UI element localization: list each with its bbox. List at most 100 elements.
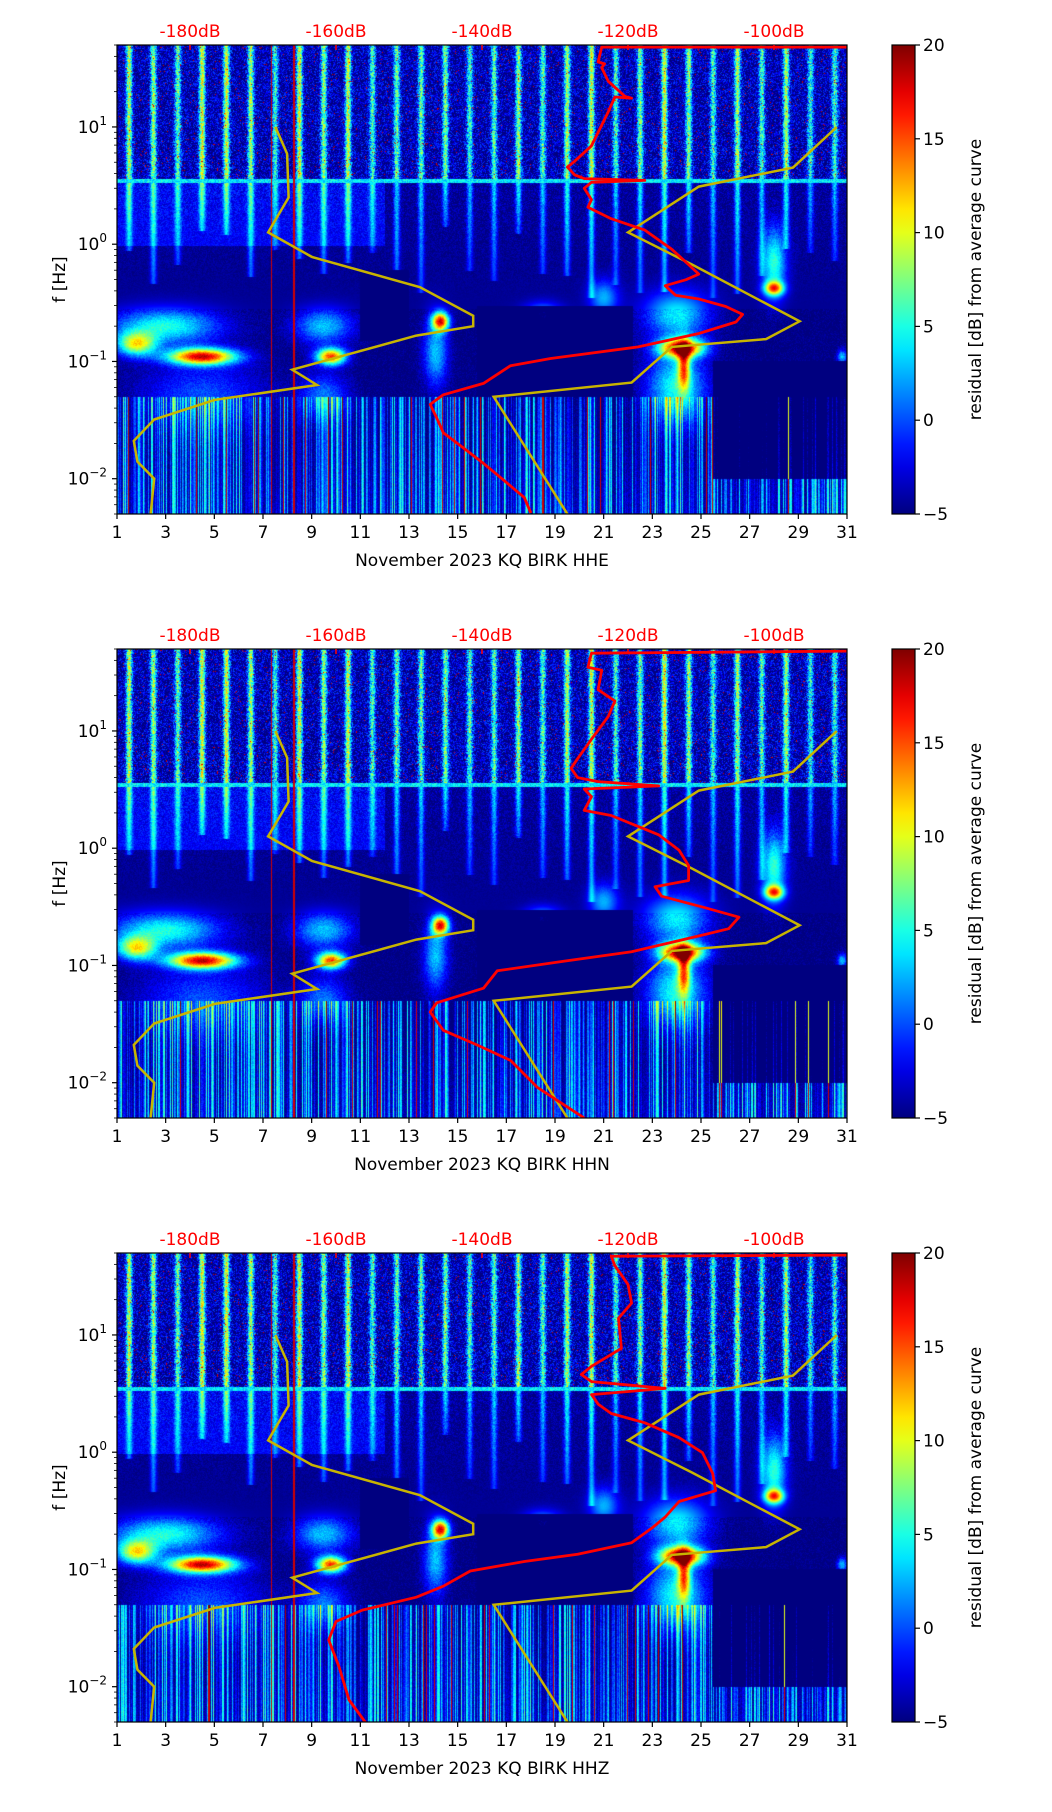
colorbar-tick-label: 20 <box>923 1244 945 1264</box>
colorbar <box>891 648 916 1119</box>
colorbar-tick-label: 10 <box>923 1432 945 1452</box>
top-db-label: -120dB <box>597 22 658 42</box>
y-tick-exponent: −2 <box>89 1674 107 1688</box>
x-tick-label: 29 <box>788 1731 810 1751</box>
noise-model-low-line <box>132 730 475 1118</box>
colorbar-tick-label: 5 <box>923 921 934 941</box>
y-tick-label: 10−1 <box>68 348 107 372</box>
x-tick-label: 29 <box>788 523 810 543</box>
x-tick-label: 19 <box>544 1731 566 1751</box>
x-tick-label: 13 <box>398 1731 420 1751</box>
y-tick-base: 10 <box>68 470 90 490</box>
x-tick-label: 17 <box>496 523 518 543</box>
y-tick-exponent: −2 <box>89 466 107 480</box>
y-tick-exponent: −1 <box>89 1556 107 1570</box>
y-tick-label: 10−2 <box>68 1674 107 1698</box>
y-tick-label: 101 <box>78 1322 107 1346</box>
x-tick-label: 9 <box>306 1127 317 1147</box>
colorbar-tick-label: 0 <box>923 1619 934 1639</box>
y-tick-base: 10 <box>68 1560 90 1580</box>
colorbar-label: residual [dB] from average curve <box>966 743 986 1024</box>
top-db-label: -160dB <box>305 626 366 646</box>
x-tick-label: 21 <box>593 523 615 543</box>
y-tick-base: 10 <box>68 352 90 372</box>
colorbar-tick-label: 0 <box>923 1015 934 1035</box>
top-db-label: -140dB <box>451 626 512 646</box>
y-tick-label: 10−2 <box>68 1070 107 1094</box>
top-db-label: -140dB <box>451 1230 512 1250</box>
x-tick-label: 9 <box>306 523 317 543</box>
colorbar-tick-label: −5 <box>923 1109 948 1129</box>
y-tick-label: 100 <box>78 231 107 255</box>
spectrogram-panel-2: 1 3 5 7 9 11 13 15 17 19 21 23 25 27 29 31 November 2023… <box>0 604 1052 1208</box>
colorbar-tick-label: −5 <box>923 1713 948 1733</box>
y-tick-exponent: 0 <box>99 1439 107 1453</box>
psd-curve-line <box>327 1253 847 1722</box>
top-db-label: -100dB <box>743 22 804 42</box>
x-tick-label: 7 <box>258 1731 269 1751</box>
top-db-label: -100dB <box>743 1230 804 1250</box>
top-db-label: -100dB <box>743 626 804 646</box>
x-tick-label: 19 <box>544 1127 566 1147</box>
x-tick-label: 23 <box>642 523 664 543</box>
spectrogram-heatmap <box>117 1253 847 1722</box>
x-tick-label: 5 <box>209 1127 220 1147</box>
y-tick-base: 10 <box>78 722 100 742</box>
x-tick-label: 1 <box>112 1127 123 1147</box>
x-tick-label: 27 <box>739 1731 761 1751</box>
x-tick-label: 3 <box>160 1731 171 1751</box>
colorbar <box>891 1252 916 1723</box>
colorbar-tick-label: 5 <box>923 317 934 337</box>
x-tick-label: 25 <box>690 523 712 543</box>
spectrogram-heatmap <box>117 45 847 514</box>
x-axis-label: November 2023 KQ BIRK HHN <box>354 1155 610 1175</box>
spectrogram-heatmap <box>117 649 847 1118</box>
colorbar-tick-label: 10 <box>923 224 945 244</box>
x-tick-label: 5 <box>209 523 220 543</box>
x-tick-label: 25 <box>690 1731 712 1751</box>
top-db-label: -120dB <box>597 1230 658 1250</box>
top-db-label: -180dB <box>159 1230 220 1250</box>
y-axis-label: f [Hz] <box>50 256 70 302</box>
colorbar-label: residual [dB] from average curve <box>966 1347 986 1628</box>
x-tick-label: 23 <box>642 1731 664 1751</box>
x-tick-label: 15 <box>447 1127 469 1147</box>
x-tick-label: 17 <box>496 1731 518 1751</box>
noise-model-high-line <box>491 1334 838 1722</box>
spectrogram-panel-3: 1 3 5 7 9 11 13 15 17 19 21 23 25 27 29 31 November 2023… <box>0 1208 1052 1812</box>
y-tick-label: 10−1 <box>68 1556 107 1580</box>
y-tick-exponent: 1 <box>99 1322 107 1336</box>
colorbar-tick-label: −5 <box>923 505 948 525</box>
y-tick-exponent: 0 <box>99 835 107 849</box>
y-axis-label: f [Hz] <box>50 860 70 906</box>
colorbar-tick-label: 15 <box>923 734 945 754</box>
colorbar-label: residual [dB] from average curve <box>966 139 986 420</box>
plot-frame <box>116 44 848 515</box>
y-tick-exponent: 1 <box>99 718 107 732</box>
top-db-label: -160dB <box>305 22 366 42</box>
noise-model-high-line <box>491 730 838 1118</box>
top-db-label: -180dB <box>159 22 220 42</box>
x-tick-label: 31 <box>836 1127 858 1147</box>
x-tick-label: 23 <box>642 1127 664 1147</box>
y-tick-exponent: −1 <box>89 952 107 966</box>
x-tick-label: 27 <box>739 523 761 543</box>
y-tick-label: 100 <box>78 835 107 859</box>
y-tick-base: 10 <box>78 235 100 255</box>
x-axis-label: November 2023 KQ BIRK HHE <box>355 551 609 571</box>
y-tick-base: 10 <box>78 1326 100 1346</box>
colorbar-tick-label: 5 <box>923 1525 934 1545</box>
colorbar-tick-label: 15 <box>923 1338 945 1358</box>
colorbar-tick-label: 20 <box>923 640 945 660</box>
x-tick-label: 13 <box>398 1127 420 1147</box>
top-db-label: -140dB <box>451 22 512 42</box>
noise-model-low-line <box>132 126 475 514</box>
y-tick-base: 10 <box>68 1678 90 1698</box>
x-tick-label: 7 <box>258 1127 269 1147</box>
x-tick-label: 21 <box>593 1731 615 1751</box>
top-db-label: -180dB <box>159 626 220 646</box>
plot-frame <box>116 1252 848 1723</box>
